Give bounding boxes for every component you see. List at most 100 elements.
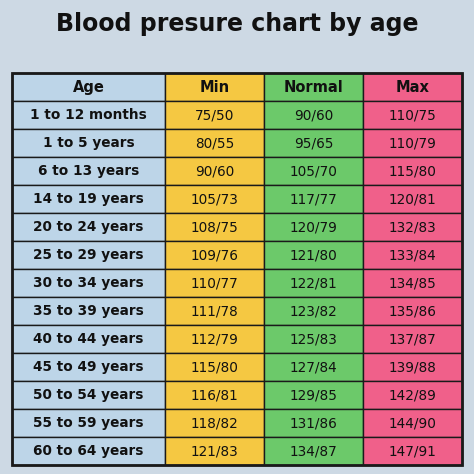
- Text: 90/60: 90/60: [195, 164, 234, 179]
- Bar: [12, 157, 165, 185]
- Text: Normal: Normal: [283, 80, 344, 95]
- Bar: [264, 354, 363, 382]
- Text: 125/83: 125/83: [290, 332, 337, 346]
- Text: 116/81: 116/81: [191, 389, 238, 402]
- Bar: [363, 213, 462, 241]
- Text: 25 to 29 years: 25 to 29 years: [33, 248, 144, 263]
- Text: 105/73: 105/73: [191, 192, 238, 207]
- Bar: [363, 157, 462, 185]
- Text: Age: Age: [73, 80, 104, 95]
- Text: 105/70: 105/70: [290, 164, 337, 179]
- Bar: [363, 298, 462, 326]
- Bar: [264, 269, 363, 298]
- Text: Blood presure chart by age: Blood presure chart by age: [56, 12, 418, 36]
- Text: 121/83: 121/83: [191, 445, 238, 458]
- Bar: [12, 129, 165, 157]
- Bar: [363, 73, 462, 101]
- Text: 40 to 44 years: 40 to 44 years: [33, 332, 144, 346]
- Text: 6 to 13 years: 6 to 13 years: [38, 164, 139, 179]
- Text: Max: Max: [396, 80, 429, 95]
- Text: 112/79: 112/79: [191, 332, 238, 346]
- Text: 133/84: 133/84: [389, 248, 437, 263]
- Bar: [264, 213, 363, 241]
- Text: 147/91: 147/91: [389, 445, 437, 458]
- Bar: [12, 73, 165, 101]
- Bar: [264, 326, 363, 354]
- Bar: [165, 354, 264, 382]
- Text: 35 to 39 years: 35 to 39 years: [33, 304, 144, 319]
- Text: 120/81: 120/81: [389, 192, 437, 207]
- Bar: [12, 354, 165, 382]
- Text: Min: Min: [200, 80, 229, 95]
- Bar: [165, 241, 264, 269]
- Text: 118/82: 118/82: [191, 417, 238, 430]
- Bar: [264, 382, 363, 410]
- Text: 75/50: 75/50: [195, 109, 234, 122]
- Bar: [264, 298, 363, 326]
- Bar: [363, 410, 462, 438]
- Text: 60 to 64 years: 60 to 64 years: [33, 445, 144, 458]
- Bar: [264, 129, 363, 157]
- Bar: [165, 298, 264, 326]
- Bar: [165, 269, 264, 298]
- Text: 134/87: 134/87: [290, 445, 337, 458]
- Text: 110/79: 110/79: [389, 137, 437, 150]
- Bar: [12, 438, 165, 465]
- Bar: [363, 438, 462, 465]
- Bar: [165, 73, 264, 101]
- Text: 123/82: 123/82: [290, 304, 337, 319]
- Text: 117/77: 117/77: [290, 192, 337, 207]
- Text: 115/80: 115/80: [389, 164, 437, 179]
- Text: 95/65: 95/65: [294, 137, 333, 150]
- Bar: [12, 298, 165, 326]
- Bar: [363, 354, 462, 382]
- Text: 14 to 19 years: 14 to 19 years: [33, 192, 144, 207]
- Text: 122/81: 122/81: [290, 276, 337, 291]
- Text: 55 to 59 years: 55 to 59 years: [33, 417, 144, 430]
- Text: 1 to 5 years: 1 to 5 years: [43, 137, 134, 150]
- Text: 144/90: 144/90: [389, 417, 437, 430]
- Bar: [12, 269, 165, 298]
- Bar: [363, 269, 462, 298]
- Text: 111/78: 111/78: [191, 304, 238, 319]
- Bar: [264, 241, 363, 269]
- Bar: [165, 326, 264, 354]
- Text: 137/87: 137/87: [389, 332, 437, 346]
- Text: 109/76: 109/76: [191, 248, 238, 263]
- Bar: [363, 241, 462, 269]
- Text: 134/85: 134/85: [389, 276, 437, 291]
- Text: 20 to 24 years: 20 to 24 years: [33, 220, 144, 235]
- Bar: [12, 241, 165, 269]
- Text: 80/55: 80/55: [195, 137, 234, 150]
- Text: 90/60: 90/60: [294, 109, 333, 122]
- Text: 120/79: 120/79: [290, 220, 337, 235]
- Text: 50 to 54 years: 50 to 54 years: [33, 389, 144, 402]
- Bar: [165, 213, 264, 241]
- Bar: [165, 129, 264, 157]
- Bar: [363, 101, 462, 129]
- Bar: [264, 438, 363, 465]
- Text: 135/86: 135/86: [389, 304, 437, 319]
- Bar: [264, 157, 363, 185]
- Text: 139/88: 139/88: [389, 360, 437, 374]
- Text: 127/84: 127/84: [290, 360, 337, 374]
- Bar: [165, 438, 264, 465]
- Bar: [12, 213, 165, 241]
- Text: 1 to 12 months: 1 to 12 months: [30, 109, 147, 122]
- Bar: [12, 326, 165, 354]
- Text: 110/77: 110/77: [191, 276, 238, 291]
- Bar: [12, 101, 165, 129]
- Bar: [363, 129, 462, 157]
- Text: 142/89: 142/89: [389, 389, 437, 402]
- Text: 131/86: 131/86: [290, 417, 337, 430]
- Bar: [264, 410, 363, 438]
- Text: 132/83: 132/83: [389, 220, 437, 235]
- Bar: [264, 73, 363, 101]
- Bar: [363, 326, 462, 354]
- Bar: [12, 382, 165, 410]
- Text: 108/75: 108/75: [191, 220, 238, 235]
- Text: 30 to 34 years: 30 to 34 years: [33, 276, 144, 291]
- Bar: [363, 382, 462, 410]
- Bar: [165, 157, 264, 185]
- Text: 110/75: 110/75: [389, 109, 437, 122]
